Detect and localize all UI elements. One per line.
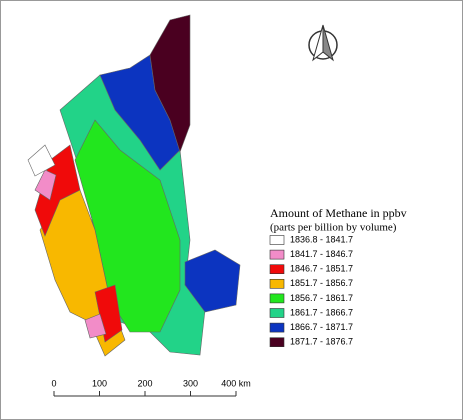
scale-bar: 0 100 200 300 400 km bbox=[51, 378, 251, 397]
map bbox=[27, 14, 241, 357]
scale-tick-label: 100 bbox=[92, 378, 107, 388]
legend: 1836.8 - 1841.7 1841.7 - 1846.7 1846.7 - 1… bbox=[269, 234, 353, 348]
legend-swatch bbox=[269, 337, 285, 348]
legend-label: 1871.7 - 1876.7 bbox=[290, 337, 353, 347]
district-region bbox=[27, 144, 56, 177]
legend-swatch bbox=[269, 322, 285, 333]
district-region bbox=[184, 249, 241, 313]
legend-title: Amount of Methane in ppbv bbox=[270, 206, 407, 220]
legend-label: 1851.7 - 1856.7 bbox=[290, 278, 353, 288]
north-arrow bbox=[308, 24, 338, 62]
legend-label: 1866.7 - 1871.7 bbox=[290, 322, 353, 332]
legend-swatch bbox=[269, 308, 285, 318]
legend-swatch bbox=[269, 249, 285, 260]
legend-swatch bbox=[269, 278, 285, 289]
legend-swatch bbox=[269, 235, 285, 245]
scale-tick-label: 300 bbox=[183, 378, 198, 388]
legend-swatch bbox=[269, 264, 285, 275]
legend-label: 1841.7 - 1846.7 bbox=[290, 249, 353, 259]
legend-label: 1836.8 - 1841.7 bbox=[290, 234, 353, 244]
legend-label: 1846.7 - 1851.7 bbox=[290, 264, 353, 274]
legend-label: 1861.7 - 1866.7 bbox=[290, 307, 353, 317]
district-region bbox=[149, 14, 191, 153]
legend-subtitle: (parts per billion by volume) bbox=[270, 222, 397, 234]
district-region bbox=[84, 313, 107, 339]
scale-tick-label: 200 bbox=[137, 378, 152, 388]
scale-tick-label: 400 km bbox=[221, 378, 251, 388]
legend-label: 1856.7 - 1861.7 bbox=[290, 293, 353, 303]
district-region bbox=[34, 169, 57, 201]
scale-tick-label: 0 bbox=[51, 378, 56, 388]
legend-swatch bbox=[269, 293, 285, 304]
